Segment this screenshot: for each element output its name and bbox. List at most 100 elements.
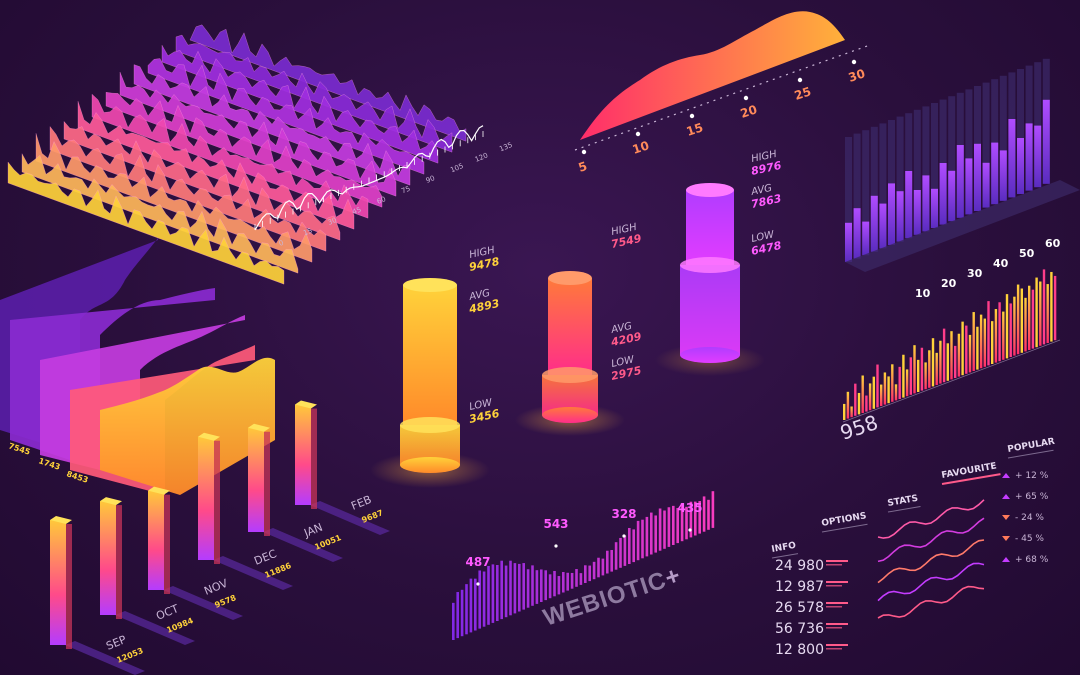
info-value-tag: [826, 623, 848, 625]
strip-bar: [1039, 281, 1042, 346]
iso-bar: [1008, 119, 1016, 198]
month-bar: [248, 427, 264, 532]
wave-bar: [672, 505, 675, 545]
wave-bar: [680, 503, 684, 542]
strip-bar: [887, 376, 890, 404]
ridge-row: [105, 92, 383, 208]
strip-bar: [987, 301, 990, 366]
iso-bar: [1025, 123, 1033, 191]
info-value-tag: [826, 585, 842, 587]
iso-bar-x-tick: 20: [941, 277, 957, 290]
iso-bar: [922, 175, 930, 232]
iso-bar: [862, 221, 870, 256]
strip-bar: [998, 302, 1001, 362]
bar-strip-chart: 958: [837, 269, 1061, 445]
wave-bar: [636, 520, 640, 561]
trend-up-icon: [1002, 557, 1010, 562]
info-value: 12 987: [775, 579, 824, 595]
strip-bar: [1046, 284, 1049, 343]
wave-bar: [504, 565, 508, 618]
ridge-row: [161, 44, 439, 164]
ridge-row: [77, 101, 355, 230]
wave-bar: [548, 574, 552, 599]
strip-bar: [1016, 284, 1020, 355]
iso-bar: [845, 222, 852, 262]
iso-bar: [991, 142, 999, 205]
ridge-row: [63, 120, 341, 241]
strip-bar: [1013, 296, 1016, 356]
cylinder-value-high: 7549: [610, 232, 643, 251]
ridge-x-tick-label: 30: [327, 216, 338, 227]
wave-bar: [689, 501, 693, 538]
month-category-label: FEB: [349, 493, 373, 513]
wave-annotation-value: 328: [611, 507, 636, 521]
info-tab: STATS: [887, 494, 919, 509]
cylinder-label-avg: AVG: [467, 288, 491, 303]
iso-bar: [931, 188, 938, 228]
wave-bar: [632, 529, 635, 563]
stacked-areas-chart: [0, 238, 275, 495]
cylinder-value-avg: 7863: [750, 192, 783, 211]
month-bar: [148, 490, 164, 590]
iso-bar: [1017, 138, 1024, 194]
cylinder-label-low: LOW: [750, 229, 776, 245]
strip-bar: [872, 376, 875, 409]
month-category-label: SEP: [104, 633, 128, 653]
wave-bar: [557, 576, 561, 595]
cylinder-top-cap: [548, 271, 592, 285]
strip-bar: [846, 391, 850, 419]
cylinder-top-cap: [403, 278, 457, 292]
info-value-tag: [826, 602, 848, 604]
month-bar-top: [295, 400, 317, 409]
iso-bar-x-tick: 30: [967, 267, 983, 280]
info-value-tag: [826, 606, 842, 608]
cylinder-label-low: LOW: [468, 397, 494, 413]
strip-bar: [868, 383, 872, 411]
strip-bar: [983, 318, 986, 367]
isometric-bar-x-axis: 10 20 30 40 50 60: [915, 237, 1061, 300]
cylinder-top-cap: [686, 183, 734, 197]
wave-bar: [469, 578, 473, 633]
wave-bar: [482, 571, 486, 627]
wave-bar: [526, 569, 530, 608]
iso-bar-bg: [879, 123, 887, 249]
iso-bar-bg: [845, 137, 852, 262]
wave-bar: [531, 565, 534, 606]
wave-bar: [623, 535, 627, 566]
month-bar-side: [164, 494, 170, 594]
ridge-x-tick-label: 0: [278, 239, 285, 248]
strip-bar: [935, 352, 938, 385]
iso-bar: [1042, 99, 1050, 184]
month-value-label: 10051: [313, 533, 343, 552]
ridge-row: [147, 58, 425, 175]
trend-down-icon: [1002, 515, 1010, 520]
iso-bar: [905, 171, 913, 239]
wave-bar: [676, 508, 679, 544]
strip-bar: [854, 383, 857, 416]
strip-bar: [965, 325, 968, 374]
top-area-axis-number: 15: [685, 120, 705, 138]
wave-bar: [698, 501, 701, 534]
wave-bar: [654, 515, 657, 553]
cylinder-base-cap: [542, 367, 598, 383]
month-value-label: 10984: [165, 616, 195, 635]
strip-bar: [946, 343, 949, 381]
wave-bar: [641, 519, 644, 559]
wave-bar: [601, 558, 605, 576]
trend-up-icon: [1002, 473, 1010, 478]
iso-bar-bg: [965, 89, 973, 215]
wave-bar: [650, 512, 653, 555]
month-floor: [163, 586, 243, 620]
ridge-x-tick-label: 45: [351, 206, 362, 217]
cylinder-body-top: [403, 285, 457, 425]
iso-bar: [948, 170, 956, 222]
cylinder-value-avg: 4209: [609, 330, 643, 349]
month-value-label: 12053: [115, 646, 144, 665]
wave-bar: [566, 572, 569, 591]
month-bar: [50, 520, 66, 645]
strip-bar: [1050, 271, 1053, 342]
strip-bar: [976, 326, 979, 370]
wave-bar: [694, 501, 697, 536]
